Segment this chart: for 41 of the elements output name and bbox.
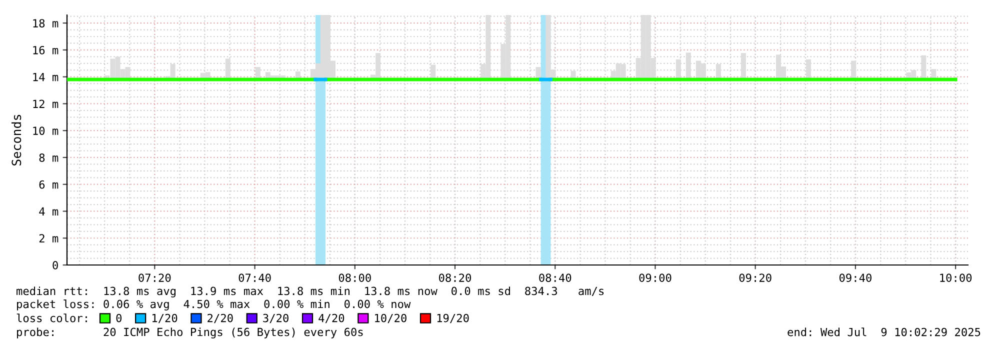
bar bbox=[806, 59, 812, 80]
bar bbox=[716, 64, 721, 80]
y-tick-label: 4 m bbox=[39, 207, 58, 216]
legend-label: 2/20 bbox=[208, 314, 233, 324]
y-tick-label: 14 m bbox=[33, 72, 58, 82]
y-tick-label: 18 m bbox=[33, 19, 58, 28]
y-tick-label: 6 m bbox=[39, 180, 58, 189]
x-tick-label: 09:20 bbox=[739, 274, 772, 282]
y-axis-title: Seconds bbox=[11, 114, 22, 166]
x-tick-label: 10:00 bbox=[940, 274, 972, 282]
text: probe: 20 ICMP Echo Pings (56 Bytes) every 60s bbox=[17, 328, 363, 338]
y-tick-label: 8 m bbox=[39, 153, 58, 162]
bar bbox=[921, 55, 926, 80]
x-tick-label: 07:40 bbox=[238, 274, 271, 282]
y-tick-label: 12 m bbox=[33, 100, 58, 108]
legend-title: loss color: bbox=[16, 314, 87, 322]
x-tick-label: 08:00 bbox=[338, 274, 371, 282]
y-tick-label: 0 bbox=[52, 261, 58, 270]
bar bbox=[851, 60, 856, 80]
bar bbox=[676, 59, 681, 80]
y-tick-label: 2 m bbox=[39, 234, 58, 242]
y-tick-label: 16 m bbox=[33, 46, 58, 54]
bar bbox=[740, 53, 746, 80]
x-tick-label: 08:20 bbox=[439, 274, 472, 282]
text: packet loss: 0.06 % avg 4.50 % max 0.00 % min 0.00 % now bbox=[17, 300, 411, 310]
x-tick-label: 09:40 bbox=[839, 274, 872, 282]
legend-label: 3/20 bbox=[263, 314, 288, 324]
legend-label: 1/20 bbox=[152, 314, 178, 324]
text: end: Wed Jul 9 10:02:29 2025 bbox=[788, 328, 980, 336]
bar bbox=[686, 52, 691, 80]
x-tick-label: 07:20 bbox=[138, 274, 171, 282]
legend-label: 19/20 bbox=[437, 314, 469, 324]
legend-label: 0 bbox=[116, 314, 122, 322]
legend-label: 4/20 bbox=[318, 314, 344, 324]
y-tick-label: 10 m bbox=[33, 126, 58, 135]
x-tick-label: 09:00 bbox=[639, 274, 672, 282]
x-tick-label: 08:40 bbox=[539, 274, 572, 282]
bar bbox=[225, 58, 230, 80]
legend-label: 10/20 bbox=[375, 314, 406, 324]
text: median rtt: 13.8 ms avg 13.9 ms max 13.8 ms min 13.8 ms now 0.0 ms sd 834.3 am/s bbox=[16, 286, 604, 298]
bar bbox=[430, 64, 436, 80]
